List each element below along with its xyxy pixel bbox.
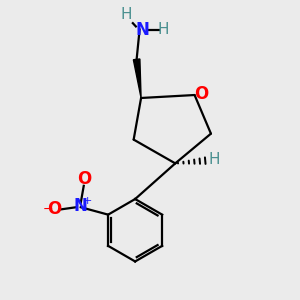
Text: +: + xyxy=(82,196,92,206)
Polygon shape xyxy=(134,59,141,98)
Text: N: N xyxy=(74,197,88,215)
Text: H: H xyxy=(158,22,169,37)
Text: O: O xyxy=(194,85,208,103)
Text: O: O xyxy=(47,200,61,218)
Text: H: H xyxy=(121,7,132,22)
Text: O: O xyxy=(77,170,92,188)
Text: N: N xyxy=(135,21,149,39)
Text: H: H xyxy=(209,152,220,167)
Text: −: − xyxy=(42,202,53,215)
